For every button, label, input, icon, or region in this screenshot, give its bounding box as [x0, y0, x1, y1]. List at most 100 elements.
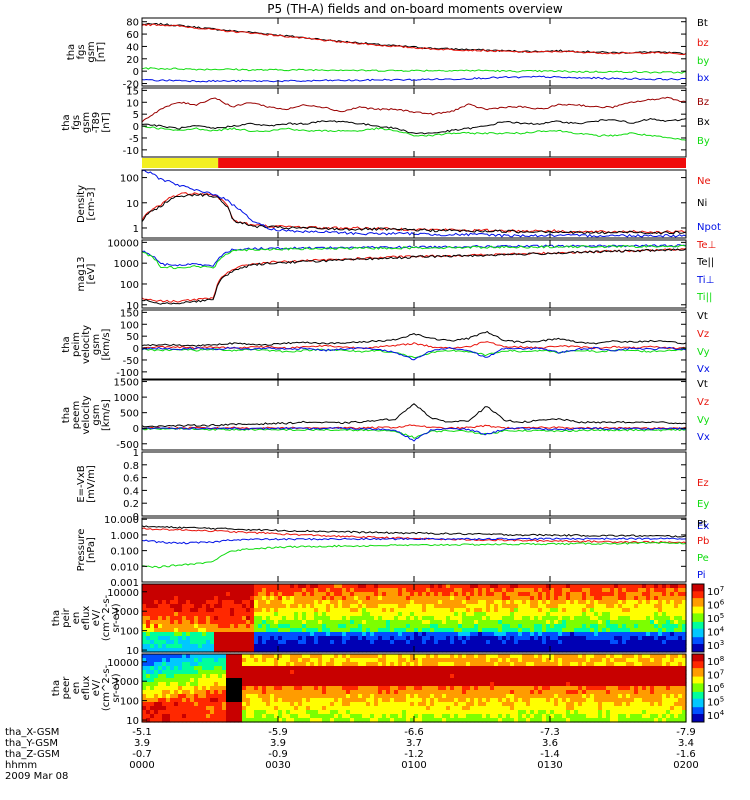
spectrogram-cell	[618, 678, 623, 683]
spectrogram-cell	[462, 632, 467, 637]
spectrogram-cell	[486, 608, 491, 613]
spectrogram-cell	[194, 674, 199, 679]
spectrogram-cell	[314, 624, 319, 629]
spectrogram-cell	[650, 632, 655, 637]
spectrogram-cell	[218, 612, 223, 617]
spectrogram-cell	[546, 706, 551, 711]
y-tick-label: 10.000	[104, 515, 139, 526]
spectrogram-cell	[518, 718, 523, 723]
spectrogram-cell	[486, 600, 491, 605]
spectrogram-cell	[470, 636, 475, 641]
spectrogram-cell	[270, 624, 275, 629]
spectrogram-cell	[662, 698, 667, 703]
spectrogram-cell	[614, 654, 619, 659]
spectrogram-cell	[274, 608, 279, 613]
spectrogram-cell	[170, 698, 175, 703]
spectrogram-cell	[302, 592, 307, 597]
spectrogram-cell	[478, 624, 483, 629]
spectrogram-cell	[178, 666, 183, 671]
spectrogram-cell	[574, 694, 579, 699]
spectrogram-cell	[482, 678, 487, 683]
spectrogram-cell	[566, 694, 571, 699]
spectrogram-cell	[274, 658, 279, 663]
spectrogram-cell	[666, 584, 671, 589]
spectrogram-cell	[338, 698, 343, 703]
spectrogram-cell	[366, 690, 371, 695]
spectrogram-cell	[194, 686, 199, 691]
spectrogram-cell	[482, 698, 487, 703]
spectrogram-cell	[410, 718, 415, 723]
spectrogram-cell	[662, 636, 667, 641]
spectrogram-cell	[514, 584, 519, 589]
spectrogram-cell	[166, 620, 171, 625]
spectrogram-cell	[366, 632, 371, 637]
spectrogram-cell	[638, 690, 643, 695]
spectrogram-cell	[382, 632, 387, 637]
spectrogram-cell	[526, 666, 531, 671]
spectrogram-cell	[650, 596, 655, 601]
spectrogram-cell	[210, 694, 215, 699]
spectrogram-cell	[290, 628, 295, 633]
spectrogram-cell	[270, 644, 275, 649]
spectrogram-cell	[398, 644, 403, 649]
spectrogram-cell	[514, 620, 519, 625]
spectrogram-cell	[150, 706, 155, 711]
spectrogram-cell	[342, 714, 347, 719]
spectrogram-cell	[442, 596, 447, 601]
spectrogram-cell	[150, 596, 155, 601]
spectrogram-cell	[594, 682, 599, 687]
spectrogram-cell	[526, 628, 531, 633]
spectrogram-cell	[430, 714, 435, 719]
spectrogram-cell	[206, 612, 211, 617]
spectrogram-cell	[330, 690, 335, 695]
spectrogram-cell	[610, 706, 615, 711]
spectrogram-cell	[546, 624, 551, 629]
spectrogram-cell	[554, 694, 559, 699]
spectrogram-cell	[226, 600, 231, 605]
spectrogram-cell	[258, 706, 263, 711]
colorbar-swatch	[692, 621, 704, 624]
spectrogram-cell	[294, 628, 299, 633]
spectrogram-cell	[574, 690, 579, 695]
spectrogram-cell	[582, 632, 587, 637]
spectrogram-cell	[298, 616, 303, 621]
spectrogram-cell	[146, 658, 151, 663]
spectrogram-cell	[406, 678, 411, 683]
spectrogram-cell	[390, 682, 395, 687]
colorbar-swatch	[692, 624, 704, 627]
spectrogram-cell	[330, 654, 335, 659]
spectrogram-cell	[242, 608, 247, 613]
spectrogram-cell	[302, 694, 307, 699]
spectrogram-cell	[422, 608, 427, 613]
spectrogram-cell	[450, 620, 455, 625]
spectrogram-cell	[382, 612, 387, 617]
spectrogram-cell	[518, 686, 523, 691]
spectrogram-cell	[410, 674, 415, 679]
spectrogram-cell	[570, 654, 575, 659]
spectrogram-cell	[490, 678, 495, 683]
spectrogram-cell	[494, 714, 499, 719]
spectrogram-cell	[354, 702, 359, 707]
spectrogram-cell	[594, 670, 599, 675]
spectrogram-cell	[550, 604, 555, 609]
spectrogram-cell	[190, 596, 195, 601]
spectrogram-cell	[602, 702, 607, 707]
spectrogram-cell	[554, 678, 559, 683]
spectrogram-cell	[478, 600, 483, 605]
spectrogram-cell	[662, 686, 667, 691]
spectrogram-cell	[178, 718, 183, 723]
spectrogram-cell	[534, 596, 539, 601]
spectrogram-cell	[378, 628, 383, 633]
spectrogram-cell	[354, 706, 359, 711]
legend-Pi: Pi	[697, 570, 706, 581]
spectrogram-cell	[478, 706, 483, 711]
spectrogram-cell	[210, 706, 215, 711]
spectrogram-cell	[390, 608, 395, 613]
spectrogram-cell	[162, 686, 167, 691]
spectrogram-cell	[214, 670, 219, 675]
spectrogram-cell	[194, 706, 199, 711]
spectrogram-cell	[534, 702, 539, 707]
spectrogram-cell	[598, 662, 603, 667]
spectrogram-cell	[502, 624, 507, 629]
spectrogram-cell	[394, 644, 399, 649]
